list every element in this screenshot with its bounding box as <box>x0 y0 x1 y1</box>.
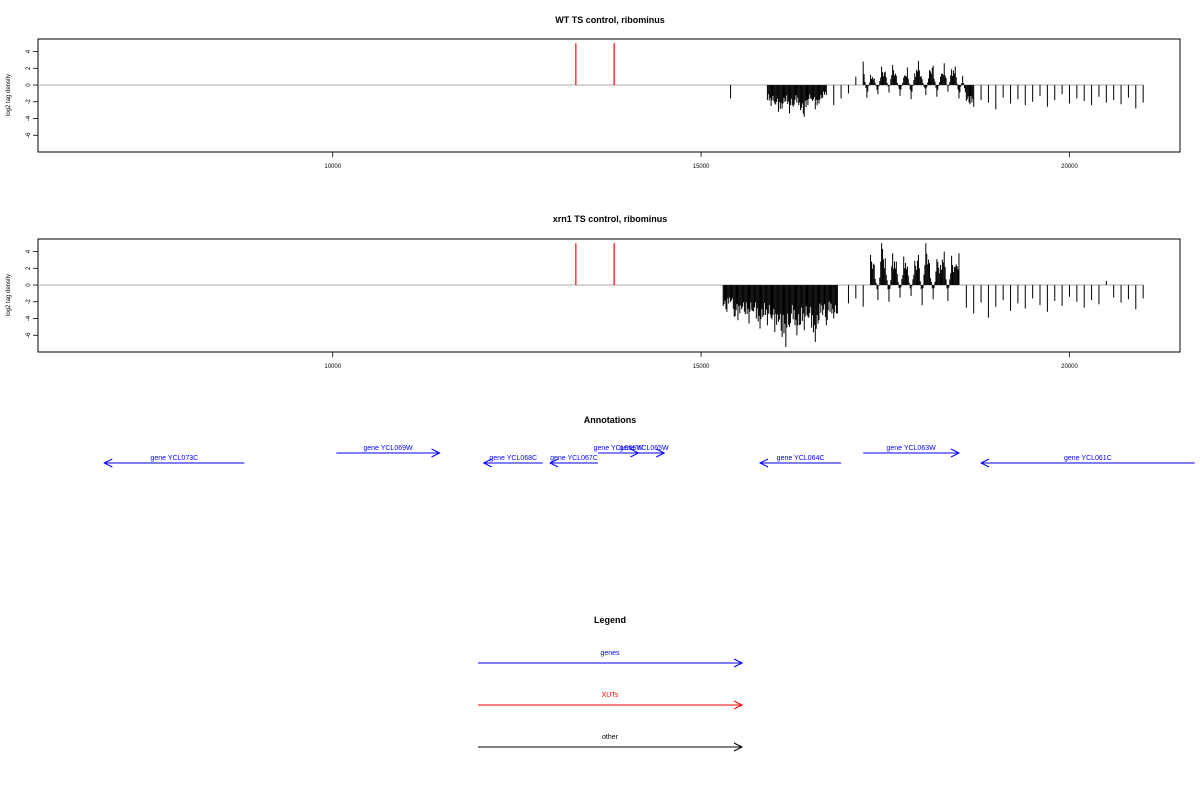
y-tick-label: -6 <box>26 332 32 338</box>
y-tick-label: 4 <box>26 249 32 253</box>
legend-label: XUTs <box>602 692 619 699</box>
panel-wt: WT TS control, ribominus log2 tag densit… <box>6 15 1181 170</box>
annotations-title: Annotations <box>584 415 637 425</box>
gene-arrow-head <box>950 448 961 458</box>
gene-arrow-head <box>482 458 492 468</box>
legend-panel: Legend genes XUTs other <box>478 615 744 752</box>
gene-label: gene YCL069W <box>363 445 413 452</box>
legend-label: other <box>602 734 619 741</box>
x-tick-label: 20000 <box>1061 164 1078 170</box>
gene-label: gene YCL066W <box>594 445 644 452</box>
gene-arrow-head <box>548 458 559 468</box>
panel-xrn1-ylabel: log2 tag density <box>6 274 12 316</box>
gene-label: gene YCL063W <box>886 445 936 452</box>
y-tick-label: 2 <box>26 266 32 270</box>
x-tick-label: 15000 <box>693 164 710 170</box>
y-tick-label: 0 <box>26 83 32 87</box>
legend-item: genes <box>478 650 744 668</box>
panel-wt-ylabel: log2 tag density <box>6 74 12 116</box>
panel-xrn1-title: xrn1 TS control, ribominus <box>553 214 668 224</box>
gene-arrow-head <box>431 448 441 458</box>
gene-annotation: gene YCL065W <box>619 445 669 458</box>
gene-arrow-head <box>979 458 990 468</box>
panel-xrn1-frame <box>37 238 1181 353</box>
gene-label: gene YCL073C <box>150 455 198 462</box>
gene-annotation: gene YCL061C <box>979 455 1195 468</box>
gene-label: gene YCL064C <box>777 455 825 462</box>
gene-annotation: gene YCL069W <box>336 445 441 458</box>
y-tick-label: 0 <box>26 283 32 287</box>
gene-label: gene YCL067C <box>550 455 598 462</box>
panel-wt-frame <box>37 38 1181 153</box>
y-tick-label: 4 <box>26 49 32 53</box>
panel-wt-title: WT TS control, ribominus <box>555 15 665 25</box>
y-tick-label: -2 <box>26 98 32 104</box>
gene-annotation: gene YCL067C <box>548 455 598 468</box>
gene-annotation: gene YCL064C <box>758 455 842 468</box>
x-tick-label: 20000 <box>1061 364 1078 370</box>
annotations-panel: Annotations gene YCL073C gene YCL069W gene… <box>103 415 1195 468</box>
y-tick-label: -4 <box>26 315 32 321</box>
y-tick-label: -2 <box>26 298 32 304</box>
x-tick-label: 15000 <box>693 364 710 370</box>
legend-item: other <box>478 734 744 752</box>
y-tick-label: 2 <box>26 66 32 70</box>
gene-label: gene YCL065W <box>619 445 669 452</box>
legend-arrow-head <box>733 742 744 752</box>
legend-arrow-head <box>733 700 744 710</box>
legend-label: genes <box>600 650 620 657</box>
legend-title: Legend <box>594 615 626 625</box>
panel-xrn1: xrn1 TS control, ribominus log2 tag dens… <box>6 214 1181 370</box>
legend-arrow-head <box>733 658 744 668</box>
gene-arrow-head <box>103 458 113 468</box>
y-tick-label: -4 <box>26 115 32 121</box>
gene-annotation: gene YCL068C <box>482 455 543 468</box>
legend-item: XUTs <box>478 692 744 710</box>
x-tick-label: 10000 <box>324 364 341 370</box>
x-tick-label: 10000 <box>324 164 341 170</box>
gene-label: gene YCL061C <box>1064 455 1112 462</box>
gene-arrow-head <box>656 448 666 458</box>
gene-annotation: gene YCL063W <box>863 445 961 458</box>
y-tick-label: -6 <box>26 132 32 138</box>
gene-annotation: gene YCL073C <box>103 455 245 468</box>
gene-arrow-head <box>758 458 769 468</box>
gene-label: gene YCL068C <box>489 455 537 462</box>
